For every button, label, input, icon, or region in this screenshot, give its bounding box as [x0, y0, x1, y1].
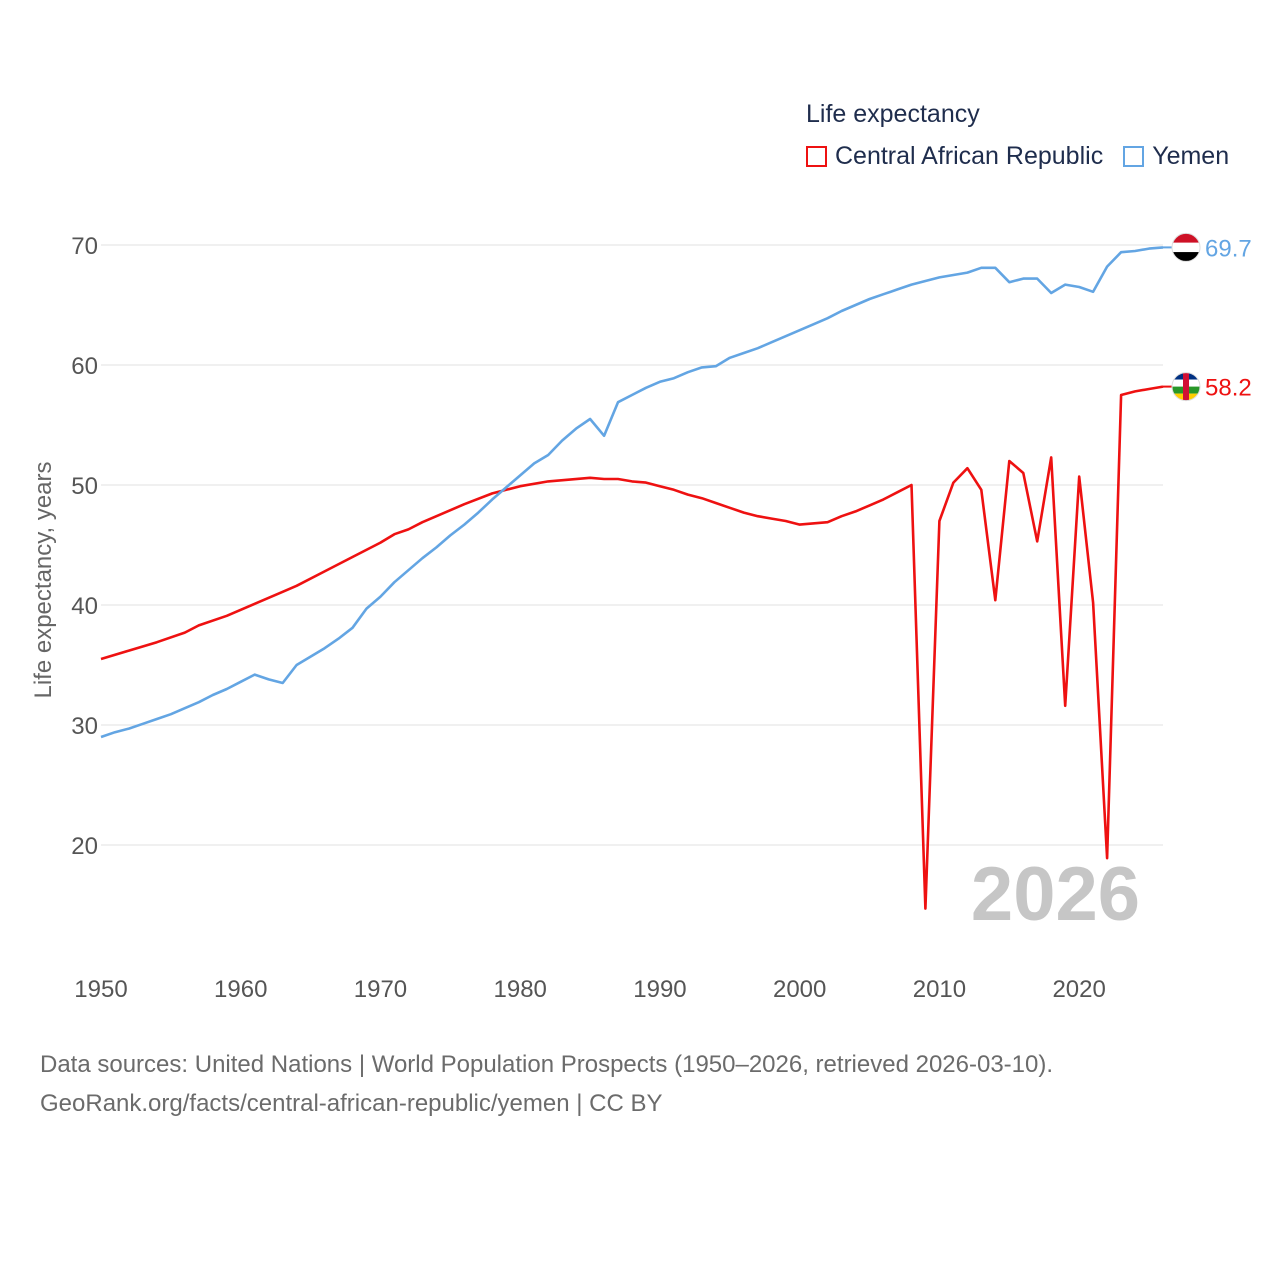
legend-label-yemen: Yemen [1152, 142, 1230, 170]
x-tick-label: 2000 [773, 976, 826, 1003]
y-tick-label: 30 [71, 713, 98, 740]
legend-label-car: Central African Republic [835, 142, 1104, 170]
year-watermark: 2026 [971, 852, 1140, 937]
legend: Central African Republic Yemen [806, 142, 1229, 171]
x-axis-ticks: 1950 1960 1970 1980 1990 2000 2010 2020 [74, 976, 1106, 1003]
legend-item-yemen[interactable]: Yemen [1123, 142, 1229, 171]
x-tick-label: 1960 [214, 976, 267, 1003]
footer-sources: Data sources: United Nations | World Pop… [40, 1051, 1054, 1078]
series-line-central-african-republic [100, 385, 1164, 910]
legend-swatch-car [806, 146, 827, 167]
x-tick-label: 1950 [74, 976, 127, 1003]
central-african-republic-flag-icon [1172, 372, 1200, 401]
x-tick-label: 1990 [633, 976, 686, 1003]
y-tick-label: 70 [71, 233, 98, 260]
series-end-markers: 69.7 58.2 [1163, 232, 1252, 402]
y-axis-label: Life expectancy, years [30, 461, 57, 698]
y-axis-ticks: 20 30 40 50 60 70 [71, 233, 98, 860]
y-tick-label: 50 [71, 473, 98, 500]
x-tick-label: 2010 [913, 976, 966, 1003]
legend-title: Life expectancy [806, 100, 980, 128]
yemen-end-value: 69.7 [1205, 235, 1252, 262]
y-tick-label: 40 [71, 593, 98, 620]
x-tick-label: 1980 [494, 976, 547, 1003]
source-footer: Data sources: United Nations | World Pop… [40, 1045, 1053, 1123]
y-tick-label: 60 [71, 353, 98, 380]
legend-item-central-african-republic[interactable]: Central African Republic [806, 142, 1103, 171]
gridlines [101, 244, 1163, 846]
x-tick-label: 2020 [1052, 976, 1105, 1003]
series-line-yemen [100, 246, 1164, 739]
yemen-flag-icon [1172, 233, 1200, 262]
car-end-value: 58.2 [1205, 375, 1252, 402]
y-tick-label: 20 [71, 833, 98, 860]
series-lines [100, 246, 1164, 910]
legend-swatch-yemen [1123, 146, 1145, 167]
footer-attribution[interactable]: GeoRank.org/facts/central-african-republ… [40, 1090, 663, 1117]
x-tick-label: 1970 [354, 976, 407, 1003]
